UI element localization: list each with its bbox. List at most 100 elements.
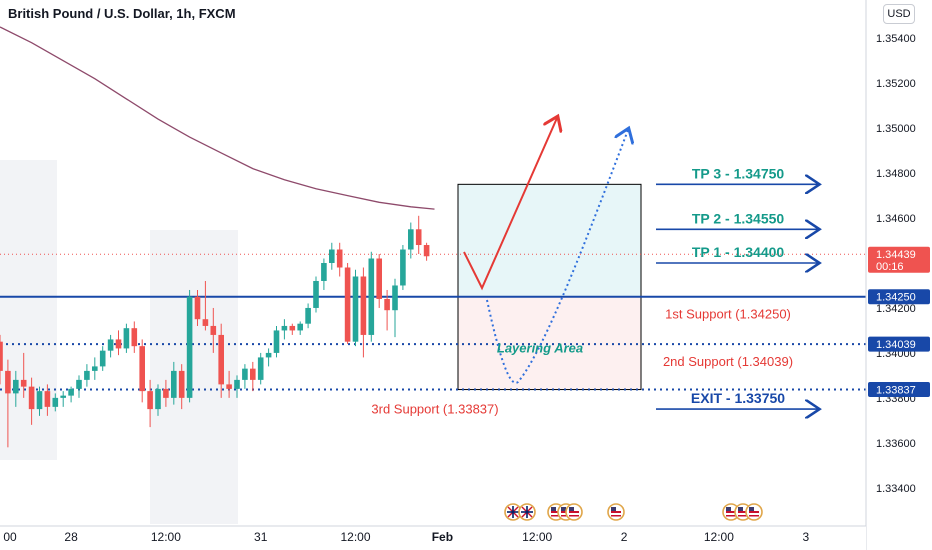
candle-body: [360, 276, 367, 335]
candle-body: [289, 325, 296, 331]
candle-body: [155, 388, 161, 410]
currency-button[interactable]: USD: [883, 4, 915, 24]
us-flag-canton: [738, 507, 743, 511]
bullish-path-arrow: [463, 118, 557, 291]
candle-body: [210, 325, 217, 335]
price-tick-label: 1.33400: [876, 483, 916, 495]
candle-body: [147, 391, 153, 410]
moving-average-line: [0, 26, 435, 210]
candle-body: [423, 245, 430, 257]
time-axis: [0, 526, 866, 550]
us-flag-stripe: [738, 511, 748, 513]
candle-body: [218, 334, 224, 385]
candle-body: [257, 357, 264, 380]
candle-body: [242, 368, 248, 380]
price-tick-label: 1.34600: [876, 213, 916, 225]
us-flag-stripe: [726, 511, 736, 513]
candle-body: [408, 229, 414, 250]
support2-price-value: 1.34039: [876, 339, 916, 351]
time-tick-label: 3: [802, 530, 809, 544]
candle-body: [234, 379, 240, 389]
time-tick-label: 31: [254, 530, 268, 544]
candle-body: [281, 325, 288, 331]
current-price-value: 1.34439: [876, 249, 916, 261]
layering-zone: [457, 296, 642, 391]
current-price-countdown: 00:16: [876, 261, 904, 273]
candle-body: [13, 379, 19, 394]
candle-body: [178, 370, 185, 398]
support1-price-tag: [868, 289, 930, 305]
us-flag-stripe: [611, 515, 621, 517]
price-tick-label: 1.35400: [876, 33, 916, 45]
candle-body: [305, 307, 311, 324]
candle-body: [36, 391, 43, 410]
candle-body: [297, 323, 303, 331]
candle-body: [336, 249, 343, 268]
support3-price-value: 1.33837: [876, 385, 916, 397]
candle-body: [5, 370, 11, 394]
support2-price-tag: [868, 336, 930, 352]
candle-body: [115, 339, 122, 349]
support1-label: 1st Support (1.34250): [665, 307, 791, 322]
candle-body: [52, 397, 59, 407]
candle-body: [28, 386, 35, 410]
candle-body: [171, 370, 177, 398]
price-tick-label: 1.33600: [876, 438, 916, 450]
us-flag-stripe: [569, 515, 579, 517]
candle-body: [44, 391, 51, 407]
candle-body: [123, 328, 130, 349]
candle-body: [84, 370, 90, 380]
price-tick-label: 1.35200: [876, 78, 916, 90]
time-tick-label: Feb: [432, 530, 453, 544]
candle-body: [0, 341, 3, 371]
candle-body: [273, 330, 280, 353]
candle-body: [68, 388, 74, 396]
time-tick-label: 2: [621, 530, 628, 544]
us-flag-stripe: [611, 511, 621, 513]
us-flag-stripe: [749, 511, 759, 513]
candle-body: [384, 298, 390, 311]
candle-body: [194, 296, 201, 320]
time-tick-label: 12:00: [522, 530, 552, 544]
candle-body: [415, 229, 422, 246]
current-price-tag: [868, 246, 930, 273]
exit-label: EXIT - 1.33750: [691, 390, 785, 406]
chart-title: British Pound / U.S. Dollar, 1h, FXCM: [8, 6, 236, 21]
candle-body: [344, 267, 351, 342]
candle-body: [202, 319, 209, 326]
candle-body: [163, 388, 169, 398]
price-axis: [866, 0, 932, 550]
layering-area-label: Layering Area: [497, 340, 583, 355]
target-label: TP 2 - 1.34550: [692, 210, 785, 226]
candle-body: [392, 285, 398, 311]
candle-body: [329, 249, 335, 263]
candle-body: [107, 339, 114, 351]
us-flag-stripe: [749, 515, 759, 517]
session-shade: [0, 160, 57, 460]
us-flag-canton: [726, 507, 731, 511]
candle-body: [92, 366, 98, 371]
us-flag-stripe: [551, 515, 561, 517]
us-flag-canton: [611, 507, 616, 511]
us-flag-stripe: [726, 515, 736, 517]
us-flag-stripe: [569, 511, 579, 513]
time-tick-label: 12:00: [340, 530, 370, 544]
candle-body: [321, 263, 327, 281]
candle-body: [226, 384, 232, 389]
time-tick-label: 28: [64, 530, 78, 544]
support3-price-tag: [868, 382, 930, 398]
us-flag-canton: [561, 507, 566, 511]
price-tick-label: 1.34800: [876, 168, 916, 180]
time-tick-label: 12:00: [704, 530, 734, 544]
support2-label: 2nd Support (1.34039): [663, 354, 793, 369]
time-tick-label: 00: [3, 530, 17, 544]
price-tick-label: 1.35000: [876, 123, 916, 135]
candle-body: [60, 395, 66, 398]
candle-body: [376, 258, 382, 299]
candle-body: [352, 276, 359, 342]
candle-body: [313, 280, 319, 308]
candle-body: [250, 368, 256, 380]
time-tick-label: 12:00: [151, 530, 181, 544]
candle-body: [400, 249, 406, 286]
